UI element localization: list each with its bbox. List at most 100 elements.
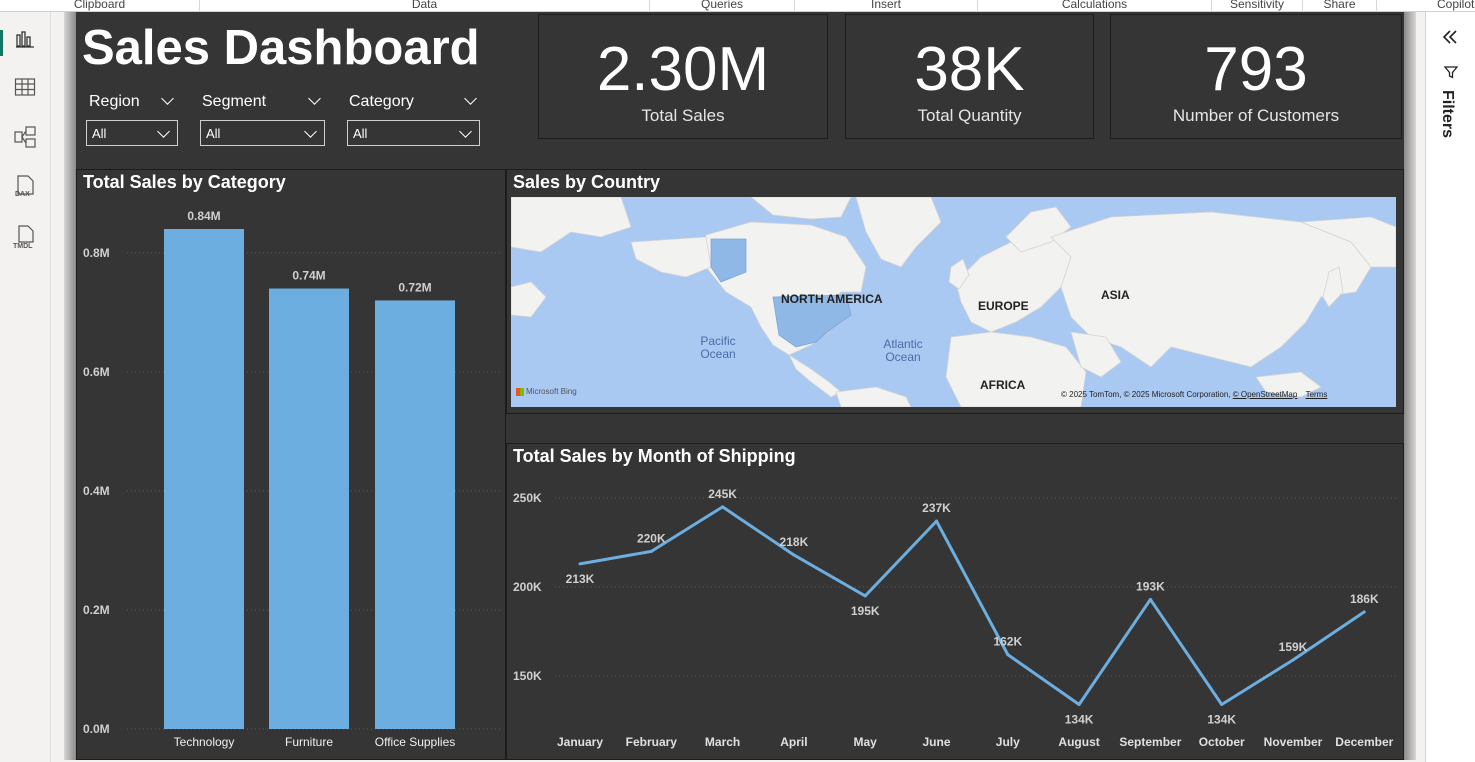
tmdl-icon-text: TMDL xyxy=(13,243,33,250)
region-dropdown-value: All xyxy=(92,126,107,141)
report-view-icon xyxy=(16,31,34,48)
highlight-usa[interactable] xyxy=(772,294,852,348)
report-canvas-area: Sales Dashboard Region All Segment All C… xyxy=(51,12,1425,762)
bar[interactable] xyxy=(164,229,244,729)
line-chart[interactable]: 150K 200K 250K 213K January 220K February 245K M… xyxy=(507,444,1405,761)
point-data-label: 195K xyxy=(851,604,880,618)
dax-icon-text: DAX xyxy=(15,191,30,198)
slicer-segment-label: Segment xyxy=(202,93,267,110)
data-point xyxy=(721,505,725,509)
y-tick-label: 150K xyxy=(513,669,542,683)
ribbon-group-clipboard: Clipboard xyxy=(0,0,200,12)
point-data-label: 237K xyxy=(922,501,951,515)
y-tick-label: 200K xyxy=(513,580,542,594)
bing-brand-text: Microsoft Bing xyxy=(526,387,577,396)
bar-chart[interactable]: 0.0M 0.2M 0.4M 0.6M 0.8M 0.84M Technology 0.74M… xyxy=(77,170,507,761)
report-page: Sales Dashboard Region All Segment All C… xyxy=(76,12,1404,760)
chevron-down-icon xyxy=(459,125,472,138)
point-data-label: 186K xyxy=(1350,592,1379,606)
region-dropdown[interactable]: All xyxy=(86,120,178,146)
segment-dropdown-value: All xyxy=(206,126,221,141)
bar-data-label: 0.72M xyxy=(398,280,431,294)
kpi-label: Total Sales xyxy=(641,106,725,125)
world-map[interactable]: NORTH AMERICA EUROPE ASIA AFRICA Pacific… xyxy=(511,197,1396,407)
chevron-down-icon xyxy=(157,125,170,138)
y-tick-label: 0.0M xyxy=(83,722,110,736)
series-line[interactable] xyxy=(579,505,1366,706)
map-label-asia: ASIA xyxy=(1101,288,1130,302)
x-tick-label: January xyxy=(557,735,603,749)
ribbon-group-queries: Queries xyxy=(650,0,795,12)
active-view-indicator xyxy=(0,30,3,56)
category-dropdown[interactable]: All xyxy=(347,120,480,146)
canvas-edge-left xyxy=(64,12,76,760)
segment-dropdown[interactable]: All xyxy=(200,120,325,146)
x-tick-label: March xyxy=(705,735,740,749)
chevron-down-icon[interactable] xyxy=(464,92,477,105)
ribbon-group-share: Share xyxy=(1303,0,1377,12)
table-view-button[interactable] xyxy=(8,70,42,104)
y-tick-label: 0.6M xyxy=(83,365,110,379)
map-label-atlantic-ocean: Atlantic Ocean xyxy=(883,337,923,364)
x-tick-label: September xyxy=(1119,735,1181,749)
kpi-value: 793 xyxy=(1204,35,1308,104)
map-attribution-text: © 2025 TomTom, © 2025 Microsoft Corporat… xyxy=(1061,390,1231,399)
ribbon-group-insert: Insert xyxy=(795,0,978,12)
x-tick-label: August xyxy=(1058,735,1099,749)
tmdl-view-button[interactable]: TMDL xyxy=(8,220,42,254)
highlight-alaska[interactable] xyxy=(710,238,747,283)
canvas-edge-right xyxy=(1404,12,1416,760)
kpi-label: Number of Customers xyxy=(1172,106,1340,125)
map-label-north-america: NORTH AMERICA xyxy=(781,292,883,306)
model-view-button[interactable] xyxy=(8,120,42,154)
bar-chart-panel[interactable]: Total Sales by Category 0.0M 0.2M 0.4M 0.6M… xyxy=(76,169,506,760)
category-dropdown-value: All xyxy=(353,126,368,141)
bar[interactable] xyxy=(375,300,455,729)
x-tick-label: February xyxy=(626,735,678,749)
y-tick-label: 0.8M xyxy=(83,246,110,260)
filter-icon xyxy=(1443,66,1459,79)
dax-query-view-button[interactable]: DAX xyxy=(8,170,42,204)
bar-data-label: 0.74M xyxy=(292,269,325,283)
kpi-card-number-of-customers[interactable]: 793 Number of Customers xyxy=(1110,14,1402,139)
slicer-category-label: Category xyxy=(349,93,414,110)
bar-chart-title: Total Sales by Category xyxy=(83,172,286,192)
microsoft-logo-icon xyxy=(516,387,524,396)
filters-pane-title: Filters xyxy=(1439,90,1456,139)
kpi-card-total-sales[interactable]: 2.30M Total Sales xyxy=(538,14,828,139)
data-point xyxy=(792,553,796,557)
chevron-down-icon[interactable] xyxy=(308,92,321,105)
point-data-label: 134K xyxy=(1065,712,1094,726)
kpi-label: Total Quantity xyxy=(917,106,1022,125)
data-point xyxy=(1362,610,1366,614)
point-data-label: 162K xyxy=(993,635,1022,649)
point-data-label: 218K xyxy=(780,535,809,549)
point-data-label: 220K xyxy=(637,531,666,545)
bar[interactable] xyxy=(269,288,349,729)
expand-pane-icon[interactable] xyxy=(1441,28,1459,46)
line-chart-panel[interactable]: Total Sales by Month of Shipping 150K 200… xyxy=(506,443,1404,760)
bing-logo: Microsoft Bing xyxy=(516,387,577,396)
data-point xyxy=(1077,702,1081,706)
map-label-pacific-ocean: Pacific Ocean xyxy=(700,334,736,361)
page-title: Sales Dashboard xyxy=(82,21,480,75)
kpi-value: 38K xyxy=(914,35,1025,104)
map-label-europe: EUROPE xyxy=(978,299,1029,313)
ribbon-group-calculations: Calculations xyxy=(978,0,1212,12)
bar-data-label: 0.84M xyxy=(187,209,220,223)
line-chart-title: Total Sales by Month of Shipping xyxy=(513,446,796,466)
x-tick-label: June xyxy=(922,735,950,749)
x-tick-label: April xyxy=(780,735,807,749)
terms-link[interactable]: Terms xyxy=(1305,390,1328,399)
chevron-down-icon[interactable] xyxy=(161,92,174,105)
x-tick-label: December xyxy=(1335,735,1393,749)
kpi-card-total-quantity[interactable]: 38K Total Quantity xyxy=(845,14,1094,139)
chevron-down-icon xyxy=(304,125,317,138)
data-point xyxy=(1006,653,1010,657)
view-rail: DAX TMDL xyxy=(0,12,51,762)
filters-pane-collapsed[interactable]: Filters xyxy=(1425,12,1475,762)
openstreetmap-link[interactable]: © OpenStreetMap xyxy=(1232,390,1298,399)
data-point xyxy=(935,519,938,523)
report-view-button[interactable] xyxy=(8,22,42,56)
data-point xyxy=(1291,658,1295,662)
